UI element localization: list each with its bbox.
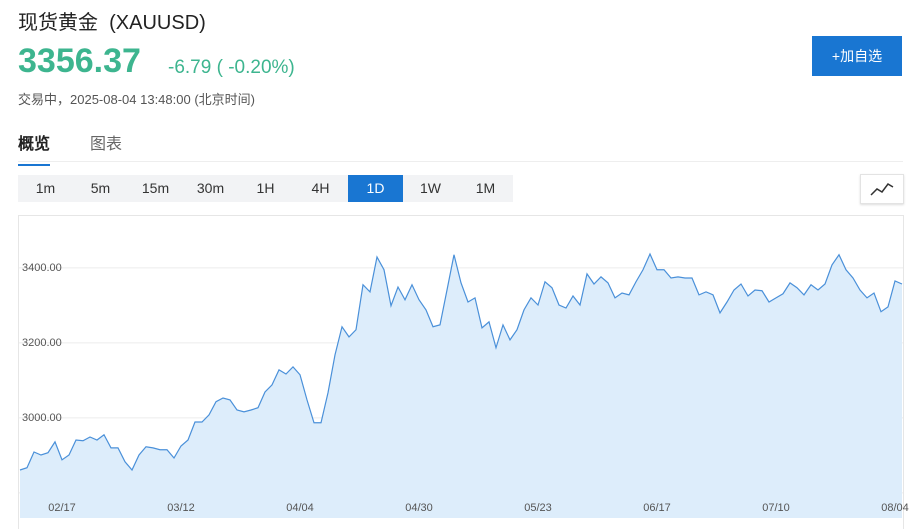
chart-type-icon — [870, 183, 894, 196]
y-tick-label: 3000.00 — [22, 412, 62, 424]
range-button[interactable]: 4H — [311, 180, 330, 196]
x-tick-label: 02/17 — [48, 502, 76, 514]
change: -6.79 ( -0.20%) — [168, 57, 295, 79]
range-button[interactable]: 1M — [475, 180, 496, 196]
x-tick-label: 08/04 — [881, 502, 909, 514]
status: 交易中，2025-08-04 13:48:00 (北京时间) — [18, 92, 255, 107]
price-line — [19, 252, 903, 472]
change-value: -6.79 — [168, 57, 212, 78]
chart-type-button[interactable] — [860, 174, 904, 204]
x-tick-label: 06/17 — [643, 502, 671, 514]
x-tick-label: 04/30 — [405, 502, 433, 514]
area-fill — [20, 254, 902, 518]
range-selector: 1m 5m 15m 30m 1H 4H 1D 1W 1M — [18, 175, 513, 202]
x-tick-label: 07/10 — [762, 502, 790, 514]
add-watchlist-button[interactable]: +加自选 — [812, 36, 902, 76]
y-tick-label: 3400.00 — [22, 262, 62, 274]
range-button[interactable]: 1W — [420, 180, 441, 196]
range-button[interactable]: 30m — [196, 180, 225, 196]
tab[interactable]: 图表 — [90, 136, 123, 153]
change-percent: ( -0.20%) — [216, 57, 295, 78]
instrument-name: 现货黄金 — [18, 12, 98, 34]
tabs: 概览 图表 — [18, 130, 122, 166]
price: 3356.37 — [18, 42, 141, 80]
title: 现货黄金 (XAUUSD) — [18, 6, 206, 35]
separator — [18, 161, 903, 162]
range-button[interactable]: 1H — [256, 180, 275, 196]
x-tick-label: 04/04 — [286, 502, 314, 514]
range-button[interactable]: 15m — [141, 180, 170, 196]
x-tick-label: 05/23 — [524, 502, 552, 514]
range-button[interactable]: 5m — [90, 180, 111, 196]
range-button[interactable]: 1m — [35, 180, 56, 196]
y-tick-label: 3200.00 — [22, 337, 62, 349]
symbol: (XAUUSD) — [109, 12, 206, 34]
range-button[interactable]: 1D — [348, 175, 403, 202]
x-tick-label: 03/12 — [167, 502, 195, 514]
tab[interactable]: 概览 — [18, 130, 51, 166]
